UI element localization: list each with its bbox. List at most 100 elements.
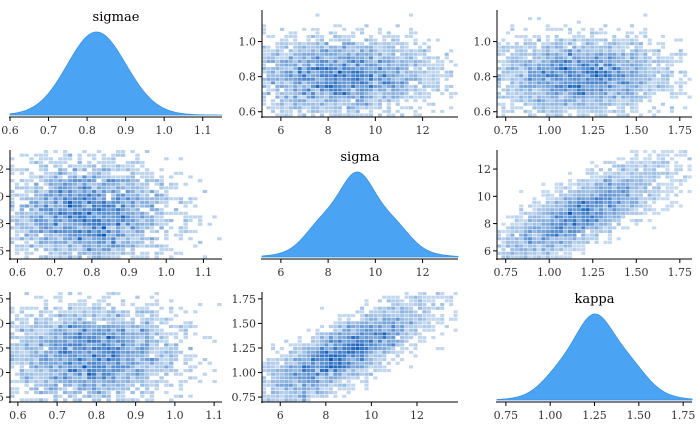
bin-cell: [106, 391, 111, 395]
bin-cell: [178, 350, 184, 354]
bin-cell: [382, 325, 387, 329]
bin-cell: [149, 369, 155, 373]
bin-cell: [116, 358, 121, 362]
bin-cell: [140, 237, 145, 241]
bin-cell: [306, 376, 311, 380]
bin-cell: [346, 34, 351, 38]
bin-cell: [665, 88, 670, 92]
bin-cell: [559, 95, 564, 99]
bin-cell: [514, 255, 519, 259]
bin-cell: [67, 197, 73, 201]
bin-cell: [135, 343, 140, 347]
bin-cell: [629, 168, 635, 172]
bin-cell: [629, 160, 635, 164]
bin-cell: [324, 102, 329, 106]
bin-cell: [395, 74, 400, 78]
bin-cell: [302, 106, 307, 110]
bin-cell: [523, 45, 528, 49]
bin-cell: [687, 175, 692, 179]
bin-cell: [72, 317, 78, 321]
bin-cell: [77, 361, 82, 365]
bin-cell: [19, 369, 25, 373]
bin-cell: [607, 233, 612, 237]
bin-cell: [67, 157, 73, 161]
bin-cell: [82, 339, 87, 343]
bin-cell: [284, 92, 289, 96]
bin-cell: [120, 150, 126, 154]
bin-cell: [616, 102, 621, 106]
bin-cell: [288, 350, 293, 354]
bin-cell: [337, 380, 342, 384]
bin-cell: [629, 208, 635, 212]
bin-cell: [541, 237, 546, 241]
bin-cell: [497, 81, 502, 85]
bin-cell: [297, 42, 302, 46]
x-tick-label: 1.25: [581, 124, 606, 137]
bin-cell: [643, 182, 648, 186]
bin-cell: [333, 102, 338, 106]
bin-cell: [58, 321, 63, 325]
bin-cell: [426, 321, 431, 325]
bin-cell: [154, 182, 159, 186]
bin-cell: [302, 52, 307, 56]
bin-cell: [382, 63, 387, 67]
bin-cell: [34, 380, 39, 384]
bin-cell: [120, 248, 126, 252]
y-tick-label: 0.6: [239, 106, 257, 119]
bin-cell: [77, 376, 82, 380]
bin-cell: [669, 150, 674, 154]
bin-cell: [144, 376, 150, 380]
bin-cell: [14, 372, 20, 376]
bin-cell: [178, 229, 184, 234]
bin-cell: [315, 339, 320, 343]
bin-cell: [262, 380, 267, 384]
bin-cell: [612, 200, 617, 204]
bin-cell: [24, 182, 29, 186]
bin-cell: [559, 56, 564, 60]
x-tick-label: 1.50: [627, 409, 652, 422]
bin-cell: [643, 13, 648, 17]
bin-cell: [563, 81, 568, 85]
bin-cell: [58, 306, 63, 310]
bin-cell: [82, 175, 87, 179]
bin-cell: [173, 350, 179, 354]
bin-cell: [678, 150, 683, 154]
bin-cell: [337, 81, 342, 85]
bin-cell: [621, 92, 626, 96]
bin-cell: [594, 92, 599, 96]
bin-cell: [435, 38, 440, 42]
bin-cell: [528, 204, 533, 208]
bin-cell: [297, 77, 302, 81]
bin-cell: [643, 70, 648, 74]
bin-cell: [643, 88, 648, 92]
bin-cell: [400, 325, 405, 329]
bin-cell: [351, 70, 356, 74]
bin-cell: [417, 295, 423, 299]
bin-cell: [559, 229, 564, 234]
bin-cell: [116, 150, 121, 154]
bin-cell: [53, 248, 58, 252]
bin-cell: [545, 226, 550, 230]
bin-cell: [91, 347, 97, 351]
bin-cell: [101, 317, 106, 321]
bin-cell: [621, 88, 626, 92]
bin-cell: [333, 383, 338, 387]
bin-cell: [355, 369, 360, 373]
bin-cell: [48, 204, 53, 208]
bin-cell: [431, 88, 436, 92]
bin-cell: [364, 24, 369, 28]
bin-cell: [19, 244, 25, 248]
bin-cell: [101, 350, 106, 354]
bin-cell: [505, 95, 510, 99]
bin-cell: [111, 365, 116, 369]
y-tick-label: 0.8: [239, 71, 257, 84]
bin-cell: [101, 365, 106, 369]
bin-cell: [444, 56, 449, 60]
bin-cell: [311, 380, 316, 384]
bin-cell: [63, 314, 68, 318]
bin-cell: [523, 74, 528, 78]
bin-cell: [270, 347, 276, 351]
bin-cell: [400, 303, 405, 307]
bin-cell: [125, 237, 131, 241]
bin-cell: [29, 204, 34, 208]
